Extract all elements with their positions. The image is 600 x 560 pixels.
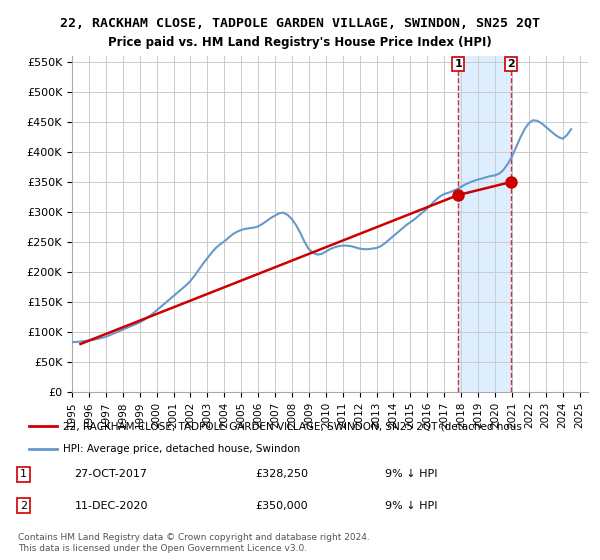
Text: £350,000: £350,000 [255,501,308,511]
Text: £328,250: £328,250 [255,469,308,479]
Text: HPI: Average price, detached house, Swindon: HPI: Average price, detached house, Swin… [63,444,301,454]
Text: 22, RACKHAM CLOSE, TADPOLE GARDEN VILLAGE, SWINDON, SN25 2QT (detached hous: 22, RACKHAM CLOSE, TADPOLE GARDEN VILLAG… [63,421,522,431]
Bar [458,56,511,392]
Text: 22, RACKHAM CLOSE, TADPOLE GARDEN VILLAGE, SWINDON, SN25 2QT: 22, RACKHAM CLOSE, TADPOLE GARDEN VILLAG… [60,17,540,30]
Text: 1: 1 [454,59,462,69]
Text: 2: 2 [507,59,515,69]
Text: 1: 1 [20,469,27,479]
Text: Price paid vs. HM Land Registry's House Price Index (HPI): Price paid vs. HM Land Registry's House … [108,36,492,49]
Text: 9% ↓ HPI: 9% ↓ HPI [385,469,437,479]
Text: Contains HM Land Registry data © Crown copyright and database right 2024.
This d: Contains HM Land Registry data © Crown c… [18,533,370,553]
Text: 27-OCT-2017: 27-OCT-2017 [74,469,148,479]
Text: 2: 2 [20,501,27,511]
Text: 11-DEC-2020: 11-DEC-2020 [74,501,148,511]
Text: 9% ↓ HPI: 9% ↓ HPI [385,501,437,511]
